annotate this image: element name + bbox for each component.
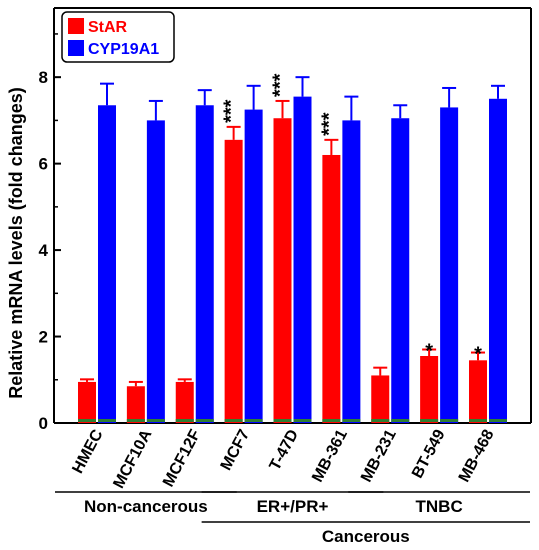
significance-label: *** [221,99,243,123]
y-tick-label: 0 [39,414,48,433]
x-tick-label: T-47D [267,427,302,473]
bar-base [420,419,439,422]
significance-label: *** [270,73,292,97]
x-tick-label: MCF7 [218,427,254,474]
x-tick-label: HMEC [69,427,106,477]
bar-cyp19a1-mcf7 [244,109,263,424]
bar-star-mb-361 [322,154,341,423]
bar-star-bt-549 [420,355,439,423]
bar-cyp19a1-t-47d [293,96,312,424]
bar-cyp19a1-mcf12f [195,105,214,423]
bar-base [175,419,194,422]
bar-cyp19a1-mb-231 [391,118,410,423]
bar-base [244,419,263,422]
bar-star-mcf7 [224,139,243,424]
x-tick-label: BT-549 [409,427,449,481]
y-tick-label: 2 [39,328,48,347]
y-tick-label: 6 [39,155,48,174]
bar-base [195,419,214,422]
y-axis-label: Relative mRNA levels (fold changes) [6,87,26,398]
bar-star-hmec [78,381,96,423]
bar-star-mb-231 [371,375,390,423]
bar-base [98,419,116,422]
bar-base [146,419,165,422]
x-tick-label: MB-231 [358,427,400,485]
y-tick-label: 4 [39,241,49,260]
x-tick-label: MCF10A [110,427,155,492]
bar-star-mb-468 [469,360,487,423]
bar-cyp19a1-mcf10a [146,120,165,423]
bar-base [293,419,312,422]
significance-label: * [425,341,433,363]
bar-cyp19a1-bt-549 [440,107,459,423]
x-tick-label: MB-361 [309,427,351,485]
x-tick-label: MCF12F [160,427,204,490]
legend-label-cyp19a1: CYP19A1 [88,41,159,58]
bar-base [391,419,410,422]
group-label: ER+/PR+ [257,497,329,516]
significance-label: *** [318,112,340,136]
bar-base [273,419,292,422]
bar-base [489,419,507,422]
bar-star-mcf10a [126,386,145,423]
bar-cyp19a1-mb-361 [342,120,361,423]
bar-cyp19a1-hmec [98,105,116,423]
x-tick-label: MB-468 [456,427,498,485]
legend-swatch-star [68,18,84,34]
bar-base [371,419,390,422]
group-label: TNBC [416,497,463,516]
bar-base [126,419,145,422]
legend-swatch-cyp19a1 [68,40,84,56]
bar-base [224,419,243,422]
legend-box [61,11,175,63]
supergroup-label: Cancerous [322,527,410,546]
bar-base [440,419,459,422]
bar-base [469,419,487,422]
bar-star-mcf12f [175,381,194,423]
bar-base [342,419,361,422]
group-label: Non-cancerous [84,497,208,516]
legend-label-star: StAR [88,19,128,36]
bar-cyp19a1-mb-468 [489,98,507,423]
significance-label: * [474,344,482,366]
bar-star-t-47d [273,118,292,423]
bar-base [78,419,96,422]
y-tick-label: 8 [39,68,48,87]
bar-base [322,419,341,422]
